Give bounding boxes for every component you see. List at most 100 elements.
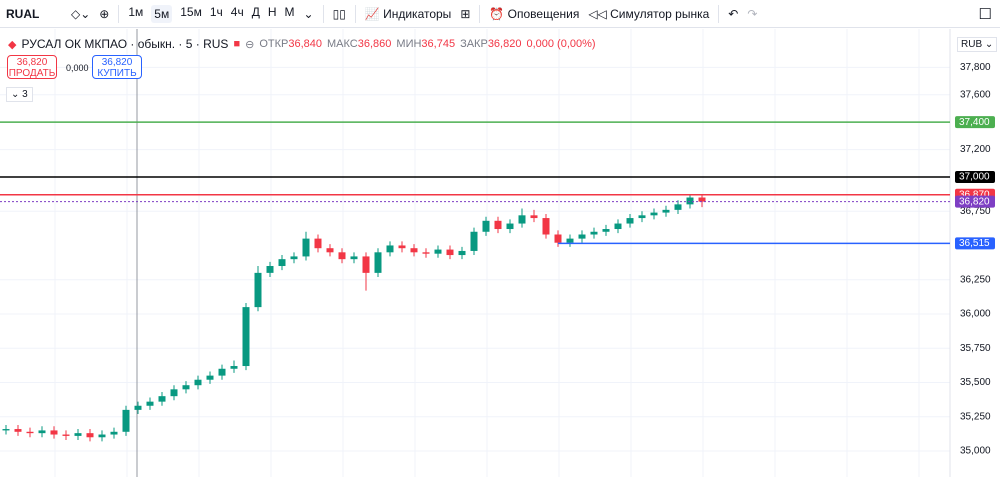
intervals: 1м 5м 15м 1ч 4ч Д Н М [128, 4, 295, 23]
candle-body [422, 252, 430, 254]
candle-body [614, 223, 622, 230]
candle-body [338, 252, 346, 260]
legend-title: РУСАЛ ОК МКПАО · обыкн. · 5 · RUS [21, 37, 229, 51]
candle-body [326, 248, 334, 253]
buy-button[interactable]: 36,820 КУПИТЬ [92, 55, 142, 79]
candle-body [530, 215, 538, 219]
candle-body [554, 234, 562, 243]
interval-menu[interactable]: ⌄ [303, 6, 314, 21]
candle-body [98, 434, 106, 438]
price-label-bg [955, 188, 995, 201]
candle-body [182, 385, 190, 390]
chart-type[interactable]: ▯▯ [332, 6, 346, 21]
candle-body [374, 252, 382, 273]
candle-body [278, 259, 286, 267]
simulator-label: Симулятор рынка [610, 6, 710, 21]
fullscreen[interactable]: ☐ [978, 5, 992, 23]
toolbar: RUAL ◇⌄ ⊕ 1м 5м 15м 1ч 4ч Д Н М ⌄ ▯▯ 📈 Индикато… [0, 0, 1000, 28]
candle-body [302, 238, 310, 257]
candle-body [14, 429, 22, 432]
candle-body [230, 366, 238, 369]
candle-body [170, 389, 178, 397]
legend: ◆ РУСАЛ ОК МКПАО · обыкн. · 5 · RUS ■ ⊖ … [8, 37, 596, 51]
sell-label: ПРОДАТЬ [8, 68, 56, 79]
redo[interactable]: ↷ [747, 6, 758, 21]
candle-body [662, 209, 670, 213]
low-label: МИН [396, 38, 422, 50]
candle-body [110, 431, 118, 435]
price-label: 36,820 [959, 196, 990, 207]
high-label: МАКС [327, 38, 358, 50]
chart: 35,000 35,250 35,500 35,750 36,000 36,250 36,7… [0, 29, 995, 477]
y-tick-label: 37,800 [960, 62, 991, 73]
candle-body [410, 248, 418, 253]
indicators-toggle[interactable]: ⌄ 3 [6, 87, 33, 102]
price-label: 36,870 [959, 189, 990, 200]
candle-body [566, 238, 574, 243]
close-value: 36,820 [487, 38, 522, 50]
hide[interactable]: ⊖ [245, 38, 255, 51]
simulator-button[interactable]: ◁◁ Симулятор рынка [588, 6, 710, 21]
sell-price: 36,820 [16, 57, 48, 68]
alerts-button[interactable]: ⏰ Оповещения [489, 6, 580, 21]
change: 0,000 (0,00%) [526, 38, 596, 50]
sell-button[interactable]: 36,820 ПРОДАТЬ [7, 55, 57, 79]
candle-body [470, 231, 478, 251]
indicators-count: 3 [22, 89, 28, 100]
candle-body [314, 238, 322, 249]
interval[interactable]: 1ч [209, 4, 223, 19]
candle-body [266, 266, 274, 273]
candle-body [482, 220, 490, 232]
interval[interactable]: М [284, 4, 295, 19]
candle-body [242, 307, 250, 367]
indicators-label: Индикаторы [383, 6, 452, 21]
price-label: 37,400 [959, 117, 990, 128]
y-tick-label: 35,750 [960, 343, 991, 354]
candle-body [434, 249, 442, 254]
interval[interactable]: 5м [151, 4, 173, 23]
candle-body [542, 218, 550, 235]
candle-body [206, 375, 214, 380]
candle-body [686, 197, 694, 205]
interval[interactable]: 1м [128, 4, 144, 19]
interval[interactable]: Н [267, 4, 277, 19]
interval[interactable]: Д [251, 4, 260, 19]
y-tick-label: 35,500 [960, 377, 991, 388]
candle-body [446, 249, 454, 256]
candle-body [218, 368, 226, 376]
candle-body [398, 245, 406, 249]
buy-price: 36,820 [101, 57, 133, 68]
undo[interactable]: ↶ [728, 6, 739, 21]
flag: ■ [233, 38, 241, 50]
y-tick-label: 35,000 [960, 446, 991, 457]
separator [354, 4, 356, 23]
candle-body [122, 409, 130, 432]
currency[interactable]: RUB ⌄ [957, 37, 998, 52]
high-value: 36,860 [357, 38, 392, 50]
candle-body [350, 256, 358, 260]
y-tick-label: 36,750 [960, 206, 991, 217]
symbol-search[interactable]: RUAL [6, 6, 40, 21]
price-label-bg [955, 237, 995, 250]
flag: ◆ [8, 38, 17, 51]
candle-body [146, 401, 154, 406]
add-symbol[interactable]: ⊕ [99, 6, 110, 21]
interval[interactable]: 15м [180, 4, 202, 19]
candle-body [86, 433, 94, 438]
candle-body [650, 212, 658, 216]
candle-body [26, 431, 34, 434]
candle-body [578, 234, 586, 239]
interval[interactable]: 4ч [230, 4, 244, 19]
candle-body [590, 231, 598, 235]
candle-body [638, 215, 646, 219]
favorite[interactable]: ◇⌄ [71, 6, 91, 21]
separator [118, 4, 120, 23]
candle-body [518, 215, 526, 224]
y-tick-label: 35,250 [960, 411, 991, 422]
separator [718, 4, 720, 23]
candle-body [290, 256, 298, 260]
layouts-button[interactable]: ⊞ [460, 6, 471, 21]
price-label: 37,000 [959, 172, 990, 183]
candle-body [626, 218, 634, 224]
indicators-button[interactable]: 📈 Индикаторы [364, 6, 452, 21]
